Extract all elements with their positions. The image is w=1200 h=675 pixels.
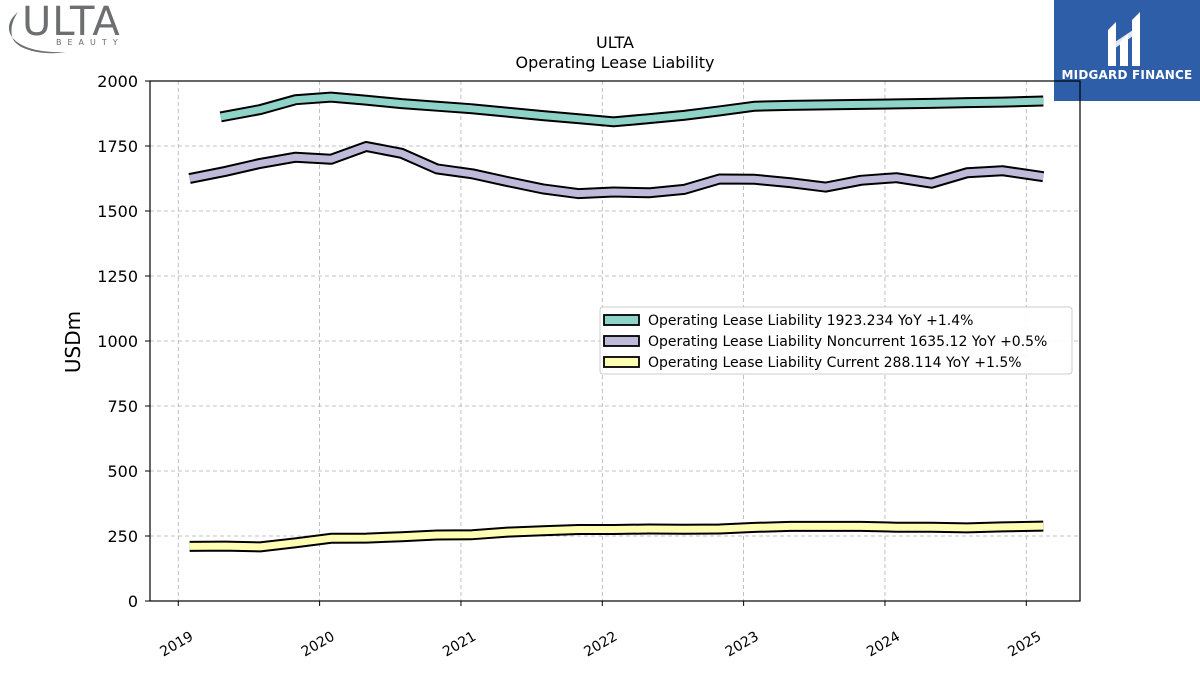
chart-subtitle: Operating Lease Liability <box>515 53 714 72</box>
legend-swatch <box>603 314 640 326</box>
y-tick-label: 1500 <box>97 202 138 221</box>
y-axis-label: USDm <box>61 311 85 373</box>
legend-entry-label: Operating Lease Liability Current 288.11… <box>648 355 1022 371</box>
legend-entry-label: Operating Lease Liability Noncurrent 163… <box>648 334 1047 350</box>
legend: Operating Lease Liability 1923.234 YoY +… <box>599 306 1073 375</box>
legend-entry-label: Operating Lease Liability 1923.234 YoY +… <box>648 313 973 329</box>
series-line <box>188 143 1044 198</box>
series-2 <box>188 141 1045 200</box>
legend-swatch <box>603 356 640 368</box>
x-tick-label: 2024 <box>864 629 903 661</box>
y-tick-label: 750 <box>107 397 138 416</box>
series-layer <box>188 91 1045 553</box>
x-tick-label: 2020 <box>299 629 338 661</box>
y-tick-label: 1000 <box>97 332 138 351</box>
ulta-beauty-logo: ULTA BEAUTY <box>4 0 134 58</box>
series-1 <box>219 91 1044 128</box>
series-line-outline <box>188 141 1045 200</box>
legend-swatch <box>603 335 640 347</box>
y-tick-label: 2000 <box>97 72 138 91</box>
midgard-mark-icon <box>1108 12 1140 66</box>
y-tick-label: 0 <box>128 592 138 611</box>
y-tick-label: 500 <box>107 462 138 481</box>
chart-title: ULTA <box>596 33 634 52</box>
y-tick-label: 1750 <box>97 137 138 156</box>
x-tick-label: 2022 <box>581 629 620 661</box>
ulta-wordmark: ULTA <box>22 0 121 45</box>
ulta-subtext: BEAUTY <box>56 38 124 47</box>
series-line <box>220 93 1044 126</box>
y-tick-label: 250 <box>107 527 138 546</box>
x-tick-label: 2021 <box>440 629 479 661</box>
x-tick-label: 2023 <box>723 629 762 661</box>
series-3 <box>189 520 1044 553</box>
midgard-finance-name: MIDGARD FINANCE <box>1061 68 1193 82</box>
ulta-swoosh-icon <box>8 12 66 54</box>
x-tick-label: 2019 <box>157 629 196 661</box>
midgard-finance-logo: MIDGARD FINANCE <box>1054 0 1200 101</box>
series-line <box>189 522 1044 551</box>
y-tick-label: 1250 <box>97 267 138 286</box>
x-tick-label: 2025 <box>1005 629 1044 661</box>
legend-box <box>599 306 1073 375</box>
